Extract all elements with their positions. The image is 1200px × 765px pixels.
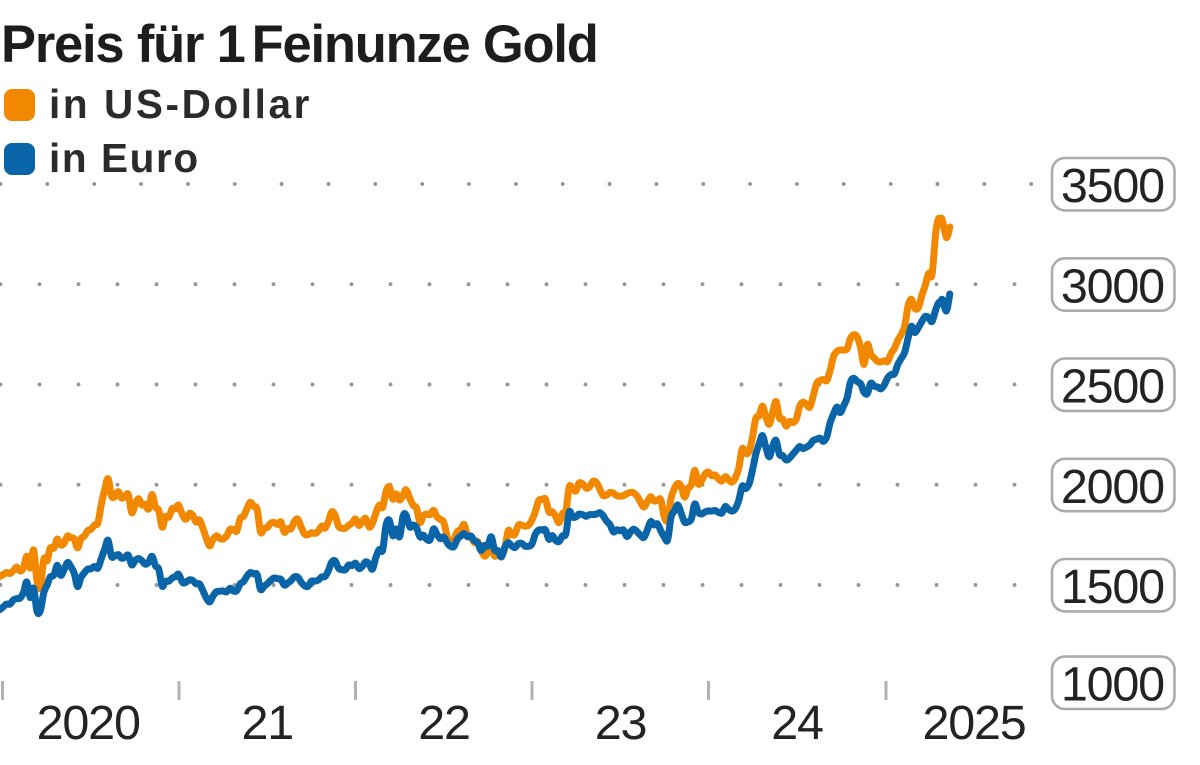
svg-text:2500: 2500 <box>1061 360 1164 414</box>
svg-text:3500: 3500 <box>1061 159 1164 213</box>
svg-text:2000: 2000 <box>1061 460 1164 514</box>
svg-text:24: 24 <box>771 696 823 750</box>
svg-text:2025: 2025 <box>922 696 1025 750</box>
svg-text:21: 21 <box>242 696 294 750</box>
svg-text:23: 23 <box>595 696 647 750</box>
svg-text:22: 22 <box>418 696 470 750</box>
svg-text:1000: 1000 <box>1061 658 1164 712</box>
svg-text:3000: 3000 <box>1061 259 1164 313</box>
svg-text:2020: 2020 <box>37 696 140 750</box>
svg-text:1500: 1500 <box>1061 560 1164 614</box>
